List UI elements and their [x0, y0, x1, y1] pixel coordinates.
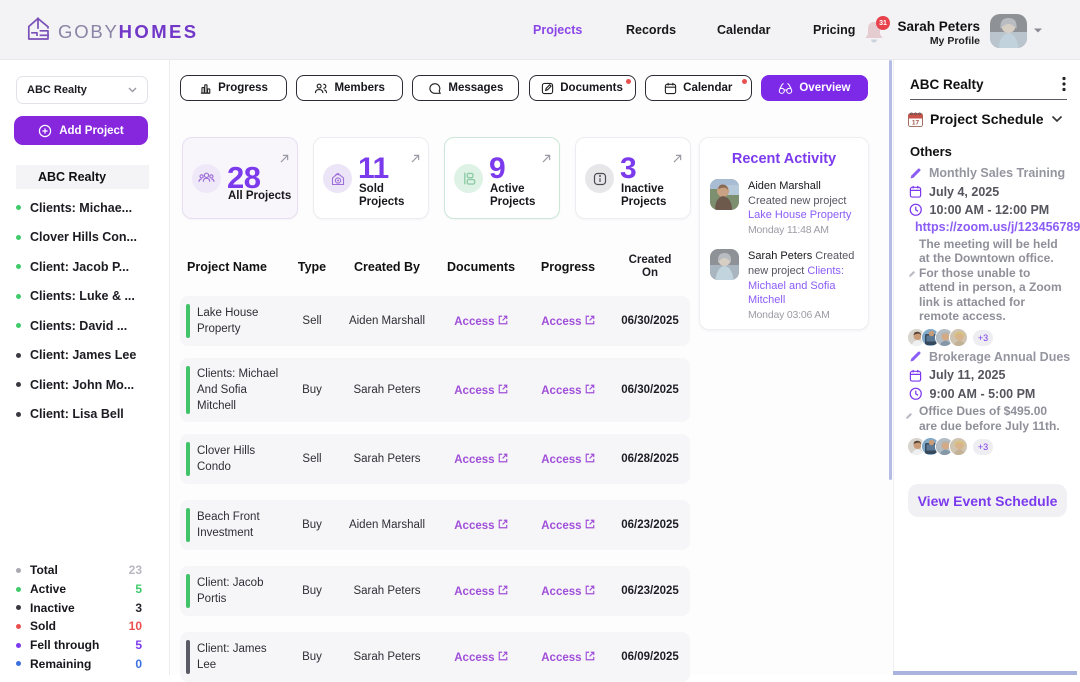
svg-text:17: 17	[912, 119, 920, 126]
